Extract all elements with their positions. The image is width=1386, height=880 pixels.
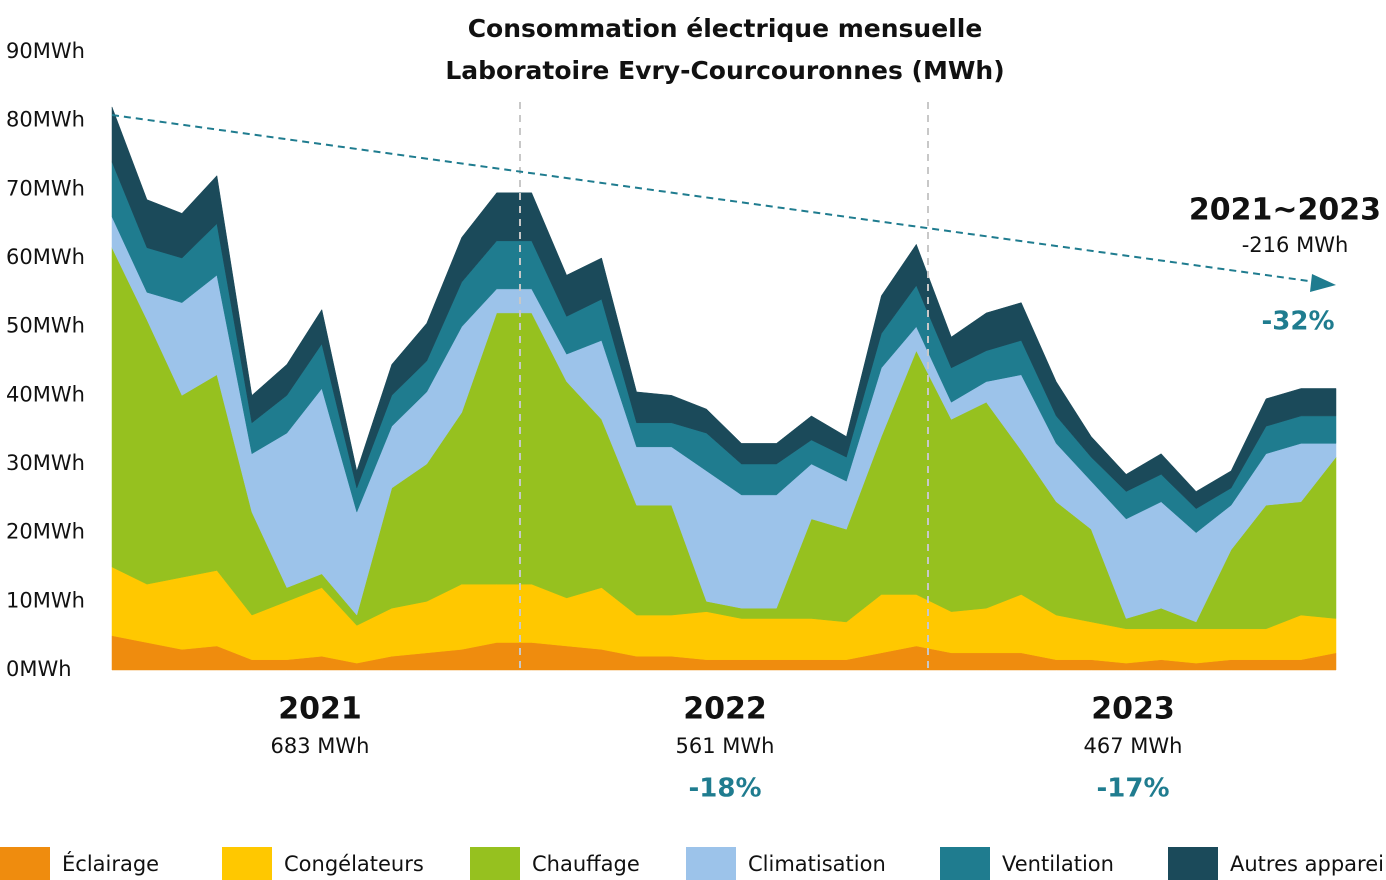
legend-swatch <box>940 847 990 880</box>
legend-swatch <box>222 847 272 880</box>
y-tick-label: 80MWh <box>6 108 85 132</box>
year-total: 561 MWh <box>676 734 775 758</box>
y-tick-label: 0MWh <box>6 657 72 681</box>
year-change: -17% <box>1096 774 1169 804</box>
legend-swatch <box>470 847 520 880</box>
y-tick-label: 10MWh <box>6 588 85 612</box>
trend-period: 2021~2023 <box>1189 193 1381 228</box>
year-label: 2022 <box>683 692 767 727</box>
legend-label: Autres appareils <box>1230 852 1386 876</box>
year-label: 2023 <box>1091 692 1175 727</box>
trend-arrow <box>1310 274 1336 292</box>
y-tick-label: 40MWh <box>6 382 85 406</box>
legend-swatch <box>0 847 50 880</box>
legend-label: Ventilation <box>1002 852 1114 876</box>
y-tick-label: 50MWh <box>6 314 85 338</box>
areas <box>111 106 1337 671</box>
trend-total: -216 MWh <box>1242 233 1349 257</box>
trend-change: -32% <box>1261 307 1334 337</box>
y-tick-label: 90MWh <box>6 39 85 63</box>
y-tick-label: 30MWh <box>6 451 85 475</box>
legend-swatch <box>686 847 736 880</box>
area <box>111 106 1337 509</box>
trend-line <box>111 114 1317 283</box>
chart-title: Laboratoire Evry-Courcouronnes (MWh) <box>445 56 1004 85</box>
year-total: 467 MWh <box>1084 734 1183 758</box>
legend-label: Chauffage <box>532 852 640 876</box>
legend-label: Climatisation <box>748 852 886 876</box>
chart-title: Consommation électrique mensuelle <box>468 14 983 43</box>
year-total: 683 MWh <box>271 734 370 758</box>
year-change: -18% <box>688 774 761 804</box>
legend-swatch <box>1168 847 1218 880</box>
y-tick-label: 70MWh <box>6 176 85 200</box>
year-label: 2021 <box>278 692 362 727</box>
legend-label: Éclairage <box>62 851 159 876</box>
y-tick-label: 60MWh <box>6 245 85 269</box>
y-tick-label: 20MWh <box>6 520 85 544</box>
legend-label: Congélateurs <box>284 852 424 876</box>
